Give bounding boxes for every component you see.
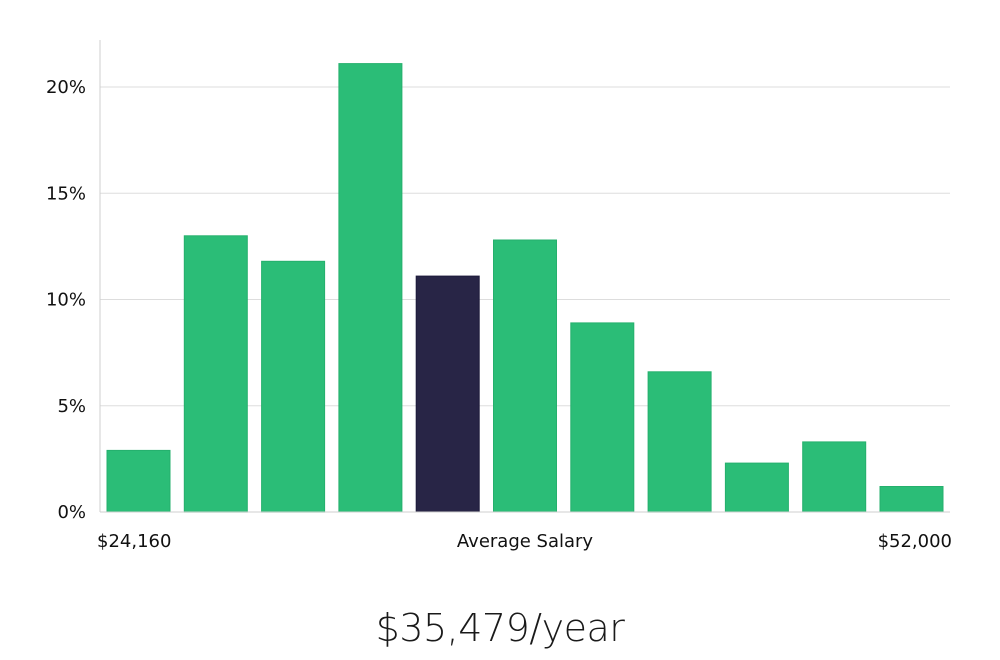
bar[interactable] — [338, 63, 403, 513]
bar[interactable] — [802, 441, 867, 513]
salary-histogram: $24,160 Average Salary $52,000 0% 5% 10% 15… — [46, 40, 952, 552]
bar[interactable] — [879, 486, 944, 513]
bar[interactable] — [647, 371, 712, 513]
axes — [99, 40, 950, 513]
bar[interactable] — [570, 322, 635, 513]
y-tick-label: 5% — [57, 396, 86, 417]
y-tick-label: 10% — [46, 290, 86, 311]
bars — [106, 63, 944, 513]
y-tick-label: 0% — [57, 502, 86, 523]
bar[interactable] — [493, 239, 557, 513]
bar[interactable] — [261, 260, 326, 513]
bar[interactable] — [183, 235, 248, 513]
average-salary-value: $35,479/year — [375, 606, 625, 650]
x-axis-label: Average Salary — [457, 531, 594, 552]
bar[interactable] — [724, 462, 789, 513]
labels: $24,160 Average Salary $52,000 0% 5% 10% 15… — [46, 77, 952, 552]
y-tick-label: 15% — [46, 183, 86, 204]
x-min-label: $24,160 — [97, 531, 171, 552]
x-max-label: $52,000 — [878, 531, 952, 552]
bar-highlighted[interactable] — [415, 275, 480, 513]
bar[interactable] — [106, 449, 171, 513]
y-tick-label: 20% — [46, 77, 86, 98]
